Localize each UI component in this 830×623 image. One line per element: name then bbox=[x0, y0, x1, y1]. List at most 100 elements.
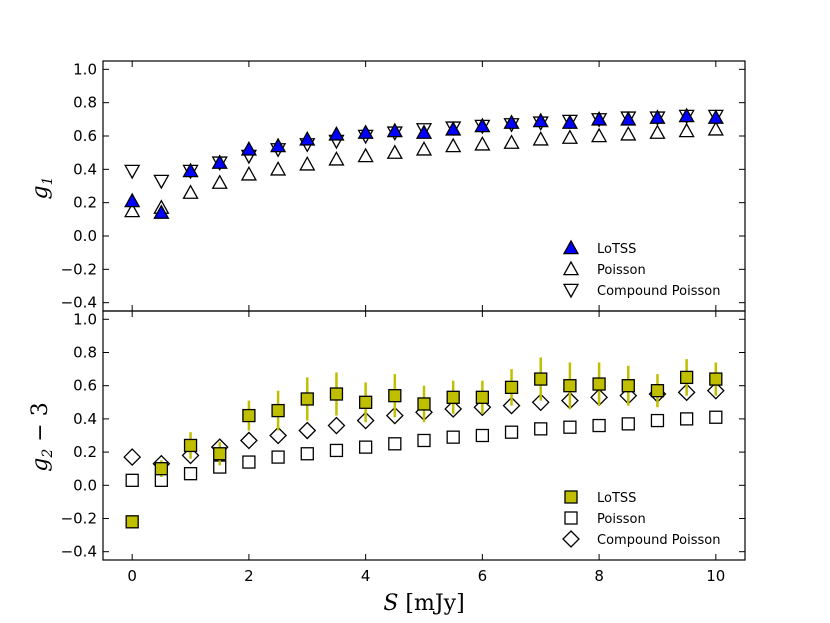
top-lotss-point bbox=[124, 192, 141, 208]
bottom-lotss-point bbox=[183, 438, 198, 453]
bottom-poisson-point bbox=[329, 443, 344, 458]
top-poisson-point bbox=[182, 184, 199, 199]
bottom-lotss-point bbox=[242, 408, 256, 423]
bottom-axes-frame bbox=[102, 310, 746, 561]
bottom-xtick-label: 4 bbox=[361, 567, 371, 585]
x-axis-label: S [mJy] bbox=[383, 591, 464, 616]
bottom-ytick-label: 0.2 bbox=[73, 443, 97, 461]
top-poisson-point bbox=[532, 130, 549, 146]
top-compound-poisson-point bbox=[124, 164, 141, 180]
top-poisson-point bbox=[386, 144, 403, 159]
top-poisson-point bbox=[415, 140, 433, 156]
top-poisson-point bbox=[357, 147, 374, 163]
top-ytick-label: 0.2 bbox=[73, 194, 97, 212]
bottom-legend-marker-lotss bbox=[564, 490, 578, 504]
top-poisson-point bbox=[474, 135, 491, 151]
top-lotss-point bbox=[357, 124, 374, 139]
bottom-lotss-point bbox=[621, 379, 635, 393]
top-legend-label-lotss: LoTSS bbox=[597, 242, 636, 257]
bottom-legend-marker-poisson bbox=[564, 511, 578, 525]
top-lotss-point bbox=[590, 110, 608, 126]
bottom-legend-label-compound-poisson: Compound Poisson bbox=[597, 533, 720, 548]
bottom-poisson-point bbox=[475, 428, 490, 443]
bottom-ytick-label: 1.0 bbox=[73, 310, 97, 328]
bottom-poisson-point bbox=[388, 437, 402, 451]
bottom-ytick-label: −0.4 bbox=[61, 543, 97, 561]
bottom-lotss-point bbox=[329, 387, 344, 401]
bottom-ylabel-sub: 2 bbox=[40, 449, 56, 459]
bottom-lotss-point bbox=[563, 379, 577, 393]
top-ytick-label: 1.0 bbox=[73, 60, 97, 78]
bottom-lotss-point bbox=[154, 462, 169, 476]
top-poisson-point bbox=[590, 127, 608, 143]
bottom-compound-poisson-point bbox=[327, 416, 346, 435]
top-poisson-point bbox=[240, 165, 258, 181]
top-poisson-point bbox=[299, 155, 316, 171]
top-ytick-label: 0.4 bbox=[73, 160, 97, 178]
bottom-lotss-point bbox=[650, 384, 665, 398]
top-poisson-point bbox=[649, 124, 666, 139]
bottom-compound-poisson-point bbox=[298, 421, 317, 440]
top-lotss-point bbox=[328, 125, 345, 141]
bottom-lotss-point bbox=[271, 403, 285, 418]
bottom-legend-label-lotss: LoTSS bbox=[597, 491, 636, 506]
bottom-lotss-point bbox=[358, 395, 373, 409]
bottom-ytick-label: 0.0 bbox=[73, 476, 97, 494]
top-lotss-point bbox=[299, 130, 316, 146]
top-lotss-point bbox=[269, 137, 287, 153]
bottom-lotss-point bbox=[592, 377, 606, 391]
bottom-compound-poisson-point bbox=[531, 393, 550, 412]
bottom-panel-g2: −0.4 −0.2 0.0 0.2 0.4 0.6 0.8 1.0 0 2 4 6 8 10 LoTSS Po… bbox=[61, 310, 746, 585]
bottom-xtick-label: 8 bbox=[594, 567, 604, 585]
bottom-poisson-point bbox=[534, 422, 548, 436]
bottom-compound-poisson-point bbox=[123, 448, 142, 466]
bottom-ytick-label: 0.4 bbox=[73, 410, 97, 428]
top-ylabel-main: g bbox=[28, 185, 53, 199]
bottom-legend-label-poisson: Poisson bbox=[597, 512, 646, 527]
top-ytick-label: 0.6 bbox=[73, 127, 97, 145]
top-lotss-point bbox=[474, 117, 491, 133]
bottom-poisson-point bbox=[679, 412, 694, 426]
bottom-poisson-point bbox=[621, 417, 635, 431]
top-legend-marker-poisson bbox=[562, 260, 580, 276]
bottom-lotss-point bbox=[300, 392, 314, 406]
top-lotss-point bbox=[153, 204, 170, 219]
top-poisson-point bbox=[124, 202, 141, 218]
bottom-poisson-point bbox=[592, 418, 606, 433]
top-poisson-point bbox=[269, 160, 287, 176]
top-poisson-point bbox=[620, 125, 637, 141]
bottom-poisson-point bbox=[563, 420, 577, 434]
bottom-ytick-label: 0.6 bbox=[73, 377, 97, 395]
bottom-legend-marker-compound-poisson bbox=[562, 530, 580, 548]
top-ytick-label: 0.0 bbox=[73, 227, 97, 245]
bottom-poisson-point bbox=[183, 467, 198, 481]
bottom-poisson-point bbox=[271, 450, 285, 464]
bottom-xtick-label: 2 bbox=[244, 567, 254, 585]
top-lotss-point bbox=[649, 109, 666, 124]
top-poisson-point bbox=[211, 174, 228, 189]
top-lotss-point bbox=[415, 124, 433, 139]
top-lotss-point bbox=[503, 114, 520, 129]
bottom-compound-poisson-point bbox=[239, 431, 258, 450]
bottom-compound-poisson-point bbox=[269, 426, 288, 445]
top-poisson-point bbox=[328, 150, 345, 166]
top-poisson-point bbox=[707, 120, 724, 136]
top-legend-label-compound-poisson: Compound Poisson bbox=[597, 284, 720, 299]
top-lotss-point bbox=[620, 110, 637, 126]
top-lotss-point bbox=[240, 140, 258, 156]
bottom-lotss-point bbox=[213, 447, 227, 461]
bottom-ylabel-rest: − 3 bbox=[28, 402, 53, 448]
bottom-lotss-point bbox=[679, 370, 694, 385]
top-ytick-label: 0.8 bbox=[73, 94, 97, 112]
bottom-poisson-point bbox=[446, 430, 460, 444]
bottom-poisson-point bbox=[242, 455, 256, 469]
top-poisson-point bbox=[678, 122, 695, 138]
bottom-y-axis-label: g2 − 3 bbox=[28, 402, 56, 471]
top-ylabel-sub: 1 bbox=[40, 176, 56, 185]
bottom-lotss-point bbox=[504, 380, 519, 395]
top-legend-marker-compound-poisson bbox=[562, 283, 580, 299]
bottom-xtick-label: 0 bbox=[127, 567, 137, 585]
bottom-lotss-point bbox=[475, 390, 490, 404]
top-ytick-label: −0.2 bbox=[61, 260, 97, 278]
